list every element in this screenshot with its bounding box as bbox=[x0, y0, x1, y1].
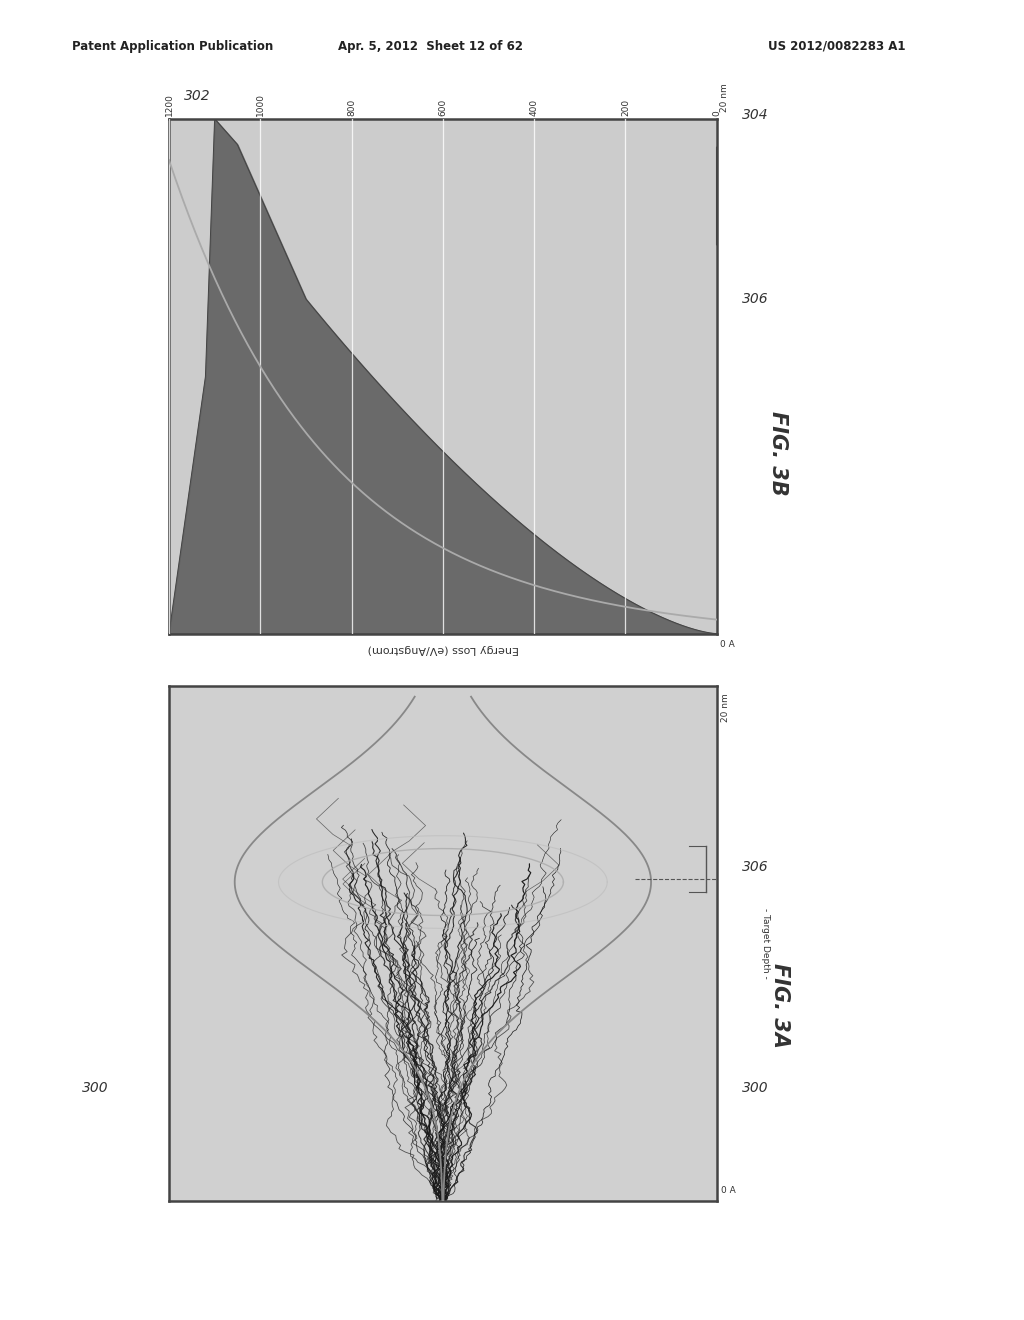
Text: 0 A: 0 A bbox=[721, 1185, 735, 1195]
Text: 20 nm: 20 nm bbox=[720, 83, 729, 112]
Text: 200: 200 bbox=[621, 99, 630, 116]
Text: FIG. 3A: FIG. 3A bbox=[770, 964, 791, 1048]
Text: 1200: 1200 bbox=[165, 94, 173, 116]
Text: 302: 302 bbox=[184, 88, 211, 103]
Text: 0: 0 bbox=[713, 111, 721, 116]
Text: 800: 800 bbox=[347, 99, 356, 116]
Text: Patent Application Publication: Patent Application Publication bbox=[72, 40, 273, 53]
Text: 20 nm: 20 nm bbox=[721, 693, 730, 722]
Text: Energy Loss (eV/Angstrom): Energy Loss (eV/Angstrom) bbox=[368, 644, 518, 655]
Text: US 2012/0082283 A1: US 2012/0082283 A1 bbox=[768, 40, 905, 53]
Text: 600: 600 bbox=[438, 99, 447, 116]
Text: - Target Depth -: - Target Depth - bbox=[762, 908, 770, 979]
Text: 306: 306 bbox=[742, 292, 769, 306]
Text: 0 A: 0 A bbox=[720, 640, 734, 649]
Text: 300: 300 bbox=[82, 1081, 109, 1096]
Text: 400: 400 bbox=[529, 99, 539, 116]
Text: 300: 300 bbox=[742, 1081, 769, 1096]
Text: 1000: 1000 bbox=[256, 94, 265, 116]
Text: FIG. 3B: FIG. 3B bbox=[768, 411, 788, 496]
Text: 306: 306 bbox=[742, 859, 769, 874]
Text: Apr. 5, 2012  Sheet 12 of 62: Apr. 5, 2012 Sheet 12 of 62 bbox=[338, 40, 522, 53]
Text: 304: 304 bbox=[742, 108, 769, 123]
